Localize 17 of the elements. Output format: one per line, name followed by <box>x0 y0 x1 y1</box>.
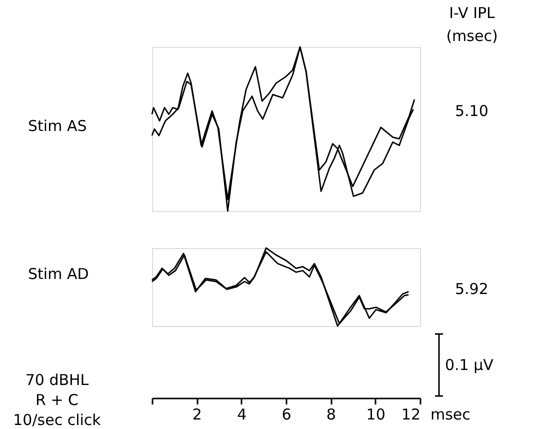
text: 5.92 <box>455 280 488 298</box>
x-axis-title: msec <box>430 406 470 424</box>
text: R + C <box>35 391 79 409</box>
text: Stim AS <box>28 117 87 135</box>
x-tick-label: 4 <box>237 406 247 424</box>
text: 70 dBHL <box>25 371 90 389</box>
x-tick-label: 10 <box>366 406 386 424</box>
x-tick-label: 8 <box>326 406 336 424</box>
x-tick-label: 6 <box>282 406 292 424</box>
text: (msec) <box>446 27 498 45</box>
text: I-V IPL <box>449 4 496 22</box>
text: 5.10 <box>455 102 488 120</box>
text: Stim AD <box>28 265 89 283</box>
text: 10/sec click <box>13 411 102 429</box>
text: 0.1 µV <box>445 356 494 374</box>
x-tick-label: 12 <box>401 406 420 424</box>
x-tick-label: 2 <box>192 406 202 424</box>
